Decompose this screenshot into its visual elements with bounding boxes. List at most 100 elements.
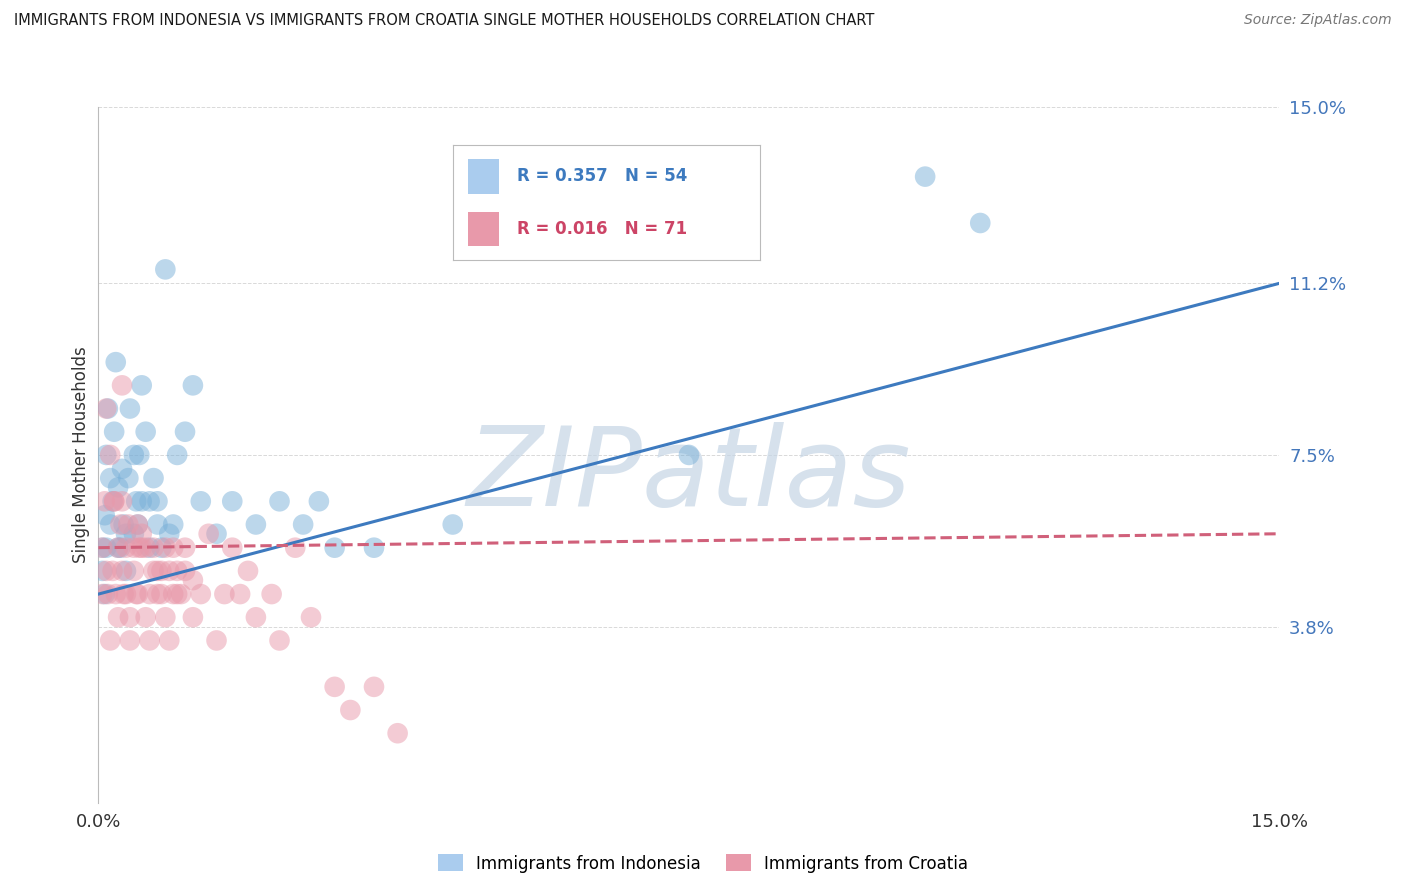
Point: [107, 541, 129, 555]
Point: [205, 633, 228, 648]
Point: [103, 494, 125, 508]
Point: [98, 517, 121, 532]
Point: [157, 633, 180, 648]
Point: [166, 587, 188, 601]
Point: [111, 564, 134, 578]
Point: [190, 494, 212, 508]
Point: [162, 587, 184, 601]
Point: [155, 541, 177, 555]
Point: [117, 471, 139, 485]
Point: [93, 494, 115, 508]
Point: [146, 494, 169, 508]
Point: [93, 587, 115, 601]
Point: [150, 587, 173, 601]
Point: [969, 216, 991, 230]
Point: [157, 564, 180, 578]
Point: [91, 541, 114, 555]
Point: [155, 610, 177, 624]
Point: [299, 610, 322, 624]
Point: [111, 494, 134, 508]
Point: [245, 517, 267, 532]
Point: [131, 526, 153, 541]
Point: [115, 541, 138, 555]
Point: [98, 448, 121, 462]
Point: [112, 517, 135, 532]
Point: [127, 587, 149, 601]
Point: [97, 587, 120, 601]
Point: [221, 494, 243, 508]
Point: [181, 610, 204, 624]
Point: [110, 541, 132, 555]
Point: [93, 508, 115, 523]
Point: [214, 587, 236, 601]
Point: [115, 587, 138, 601]
Point: [131, 494, 153, 508]
Point: [125, 587, 148, 601]
Point: [146, 564, 169, 578]
Point: [174, 564, 197, 578]
Point: [269, 494, 291, 508]
Point: [125, 494, 148, 508]
Point: [115, 564, 138, 578]
Point: [96, 401, 118, 416]
Point: [678, 448, 700, 462]
Point: [96, 564, 118, 578]
Point: [146, 517, 169, 532]
Point: [236, 564, 259, 578]
Point: [174, 541, 197, 555]
Point: [135, 610, 157, 624]
Point: [122, 448, 145, 462]
Legend: Immigrants from Indonesia, Immigrants from Croatia: Immigrants from Indonesia, Immigrants fr…: [432, 847, 974, 880]
Point: [101, 564, 124, 578]
Point: [162, 541, 184, 555]
Point: [122, 564, 145, 578]
Point: [117, 517, 139, 532]
Point: [284, 541, 307, 555]
Point: [166, 564, 188, 578]
Point: [122, 526, 145, 541]
Point: [181, 573, 204, 587]
Point: [150, 564, 173, 578]
Point: [221, 541, 243, 555]
Point: [128, 448, 150, 462]
Point: [441, 517, 464, 532]
Point: [118, 633, 141, 648]
Point: [91, 564, 114, 578]
Point: [110, 517, 132, 532]
Y-axis label: Single Mother Households: Single Mother Households: [72, 347, 90, 563]
Point: [101, 494, 124, 508]
Point: [363, 680, 385, 694]
Point: [387, 726, 409, 740]
Point: [170, 587, 193, 601]
Point: [205, 526, 228, 541]
Point: [127, 517, 149, 532]
Point: [229, 587, 252, 601]
Point: [107, 541, 129, 555]
Point: [115, 526, 138, 541]
Point: [138, 633, 160, 648]
Point: [118, 610, 141, 624]
Point: [138, 587, 160, 601]
Point: [135, 541, 157, 555]
Point: [138, 494, 160, 508]
Point: [142, 541, 165, 555]
Point: [323, 680, 346, 694]
Point: [111, 462, 134, 476]
Point: [91, 541, 114, 555]
Point: [157, 526, 180, 541]
Point: [146, 587, 169, 601]
Point: [127, 517, 149, 532]
Point: [260, 587, 283, 601]
Point: [103, 425, 125, 439]
Text: ZIPatlas: ZIPatlas: [467, 422, 911, 529]
Point: [91, 587, 114, 601]
Point: [103, 494, 125, 508]
Point: [339, 703, 361, 717]
Point: [181, 378, 204, 392]
Point: [162, 517, 184, 532]
Text: IMMIGRANTS FROM INDONESIA VS IMMIGRANTS FROM CROATIA SINGLE MOTHER HOUSEHOLDS CO: IMMIGRANTS FROM INDONESIA VS IMMIGRANTS …: [14, 13, 875, 29]
Point: [150, 541, 173, 555]
Point: [323, 541, 346, 555]
Point: [142, 471, 165, 485]
Point: [122, 541, 145, 555]
